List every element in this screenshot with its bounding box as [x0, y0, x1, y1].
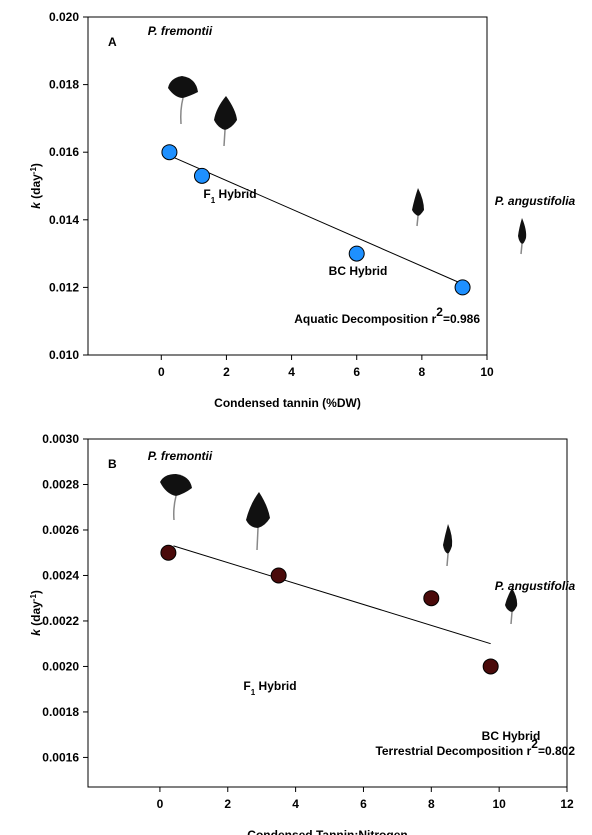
x-tick-label: 0	[157, 797, 164, 811]
annotation-part: BC Hybrid	[482, 729, 541, 743]
annotation: P. fremontii	[148, 24, 213, 38]
y-tick-label: 0.018	[49, 78, 79, 92]
y-tick-label: 0.0028	[42, 477, 79, 491]
annotation: Aquatic Decomposition r2=0.986	[294, 305, 480, 326]
x-tick-label: 6	[353, 365, 360, 379]
annotation-part: P. fremontii	[148, 449, 213, 463]
annotation-part: P. fremontii	[148, 24, 213, 38]
annotation: F1 Hybrid	[243, 679, 296, 697]
y-axis-label-part: k	[29, 201, 43, 209]
y-tick-label: 0.0022	[42, 614, 79, 628]
y-tick-label: 0.010	[49, 348, 79, 362]
annotation-part: F	[243, 679, 250, 693]
x-tick-label: 4	[292, 797, 299, 811]
annotation-part: 2	[436, 305, 443, 319]
y-tick-label: 0.0026	[42, 523, 79, 537]
annotation: P. fremontii	[148, 449, 213, 463]
annotation-part: Hybrid	[215, 187, 256, 201]
x-tick-label: 10	[492, 797, 506, 811]
data-point	[194, 167, 210, 184]
x-axis-label: Condensed tannin (%DW)	[214, 396, 361, 410]
panel-letter: A	[108, 35, 117, 49]
y-axis-label-part: (day	[29, 601, 43, 629]
y-axis-label: k (day-1)	[29, 590, 44, 636]
y-tick-label: 0.0018	[42, 705, 79, 719]
x-tick-label: 0	[158, 365, 165, 379]
data-point	[270, 567, 287, 584]
y-tick-label: 0.014	[49, 213, 79, 227]
annotation-part: P. angustifolia	[495, 579, 576, 593]
y-tick-label: 0.016	[49, 145, 79, 159]
data-point	[348, 245, 365, 262]
annotation: BC Hybrid	[482, 729, 541, 743]
trend-line	[169, 155, 463, 285]
data-point	[160, 544, 177, 561]
data-point	[482, 658, 499, 675]
annotation: F1 Hybrid	[203, 187, 256, 205]
annotation-part: 1	[211, 196, 216, 205]
panel-letter: B	[108, 457, 117, 471]
plot-frame	[87, 16, 488, 356]
x-tick-label: 2	[224, 797, 231, 811]
data-point	[423, 590, 440, 607]
x-tick-label: 8	[428, 797, 435, 811]
annotation-part: P. angustifolia	[495, 194, 576, 208]
annotation-part: =0.986	[443, 312, 480, 326]
leaf-icons	[160, 76, 527, 625]
y-tick-label: 0.0020	[42, 659, 79, 673]
annotation: P. angustifolia	[495, 579, 576, 593]
trend-line	[173, 545, 491, 645]
x-tick-label: 12	[560, 797, 574, 811]
annotation-part: =0.802	[538, 744, 575, 758]
annotation: Terrestrial Decomposition r2=0.802	[375, 737, 575, 758]
annotation-part: Terrestrial Decomposition r	[375, 744, 531, 758]
y-tick-label: 0.0024	[42, 568, 79, 582]
y-tick-label: 0.0030	[42, 432, 79, 446]
plot-frame	[87, 438, 568, 788]
y-axis-label: k (day-1)	[29, 163, 44, 209]
annotation-part: F	[203, 187, 210, 201]
y-axis-label-part: -1	[29, 167, 38, 175]
y-tick-label: 0.012	[49, 280, 79, 294]
x-tick-label: 2	[223, 365, 230, 379]
y-axis-label-part: )	[29, 163, 43, 167]
annotation-part: 2	[531, 737, 538, 751]
annotation-part: 1	[251, 688, 256, 697]
x-tick-label: 8	[419, 365, 426, 379]
annotation: P. angustifolia	[495, 194, 576, 208]
y-axis-label-part: -1	[29, 594, 38, 602]
annotation-part: Aquatic Decomposition r	[294, 312, 436, 326]
x-tick-label: 4	[288, 365, 295, 379]
y-axis-label-part: k	[29, 628, 43, 636]
annotation-part: BC Hybrid	[329, 264, 388, 278]
x-tick-label: 10	[480, 365, 494, 379]
data-point	[454, 279, 471, 296]
y-axis-label-part: )	[29, 590, 43, 594]
annotation: BC Hybrid	[329, 264, 388, 278]
y-axis-label-part: (day	[29, 174, 43, 202]
x-axis-label: Condensed Tannin:Nitrogen	[247, 828, 407, 835]
y-tick-label: 0.0016	[42, 750, 79, 764]
data-point	[161, 144, 178, 161]
annotation-part: Hybrid	[255, 679, 296, 693]
x-tick-label: 6	[360, 797, 367, 811]
y-tick-label: 0.020	[49, 10, 79, 24]
